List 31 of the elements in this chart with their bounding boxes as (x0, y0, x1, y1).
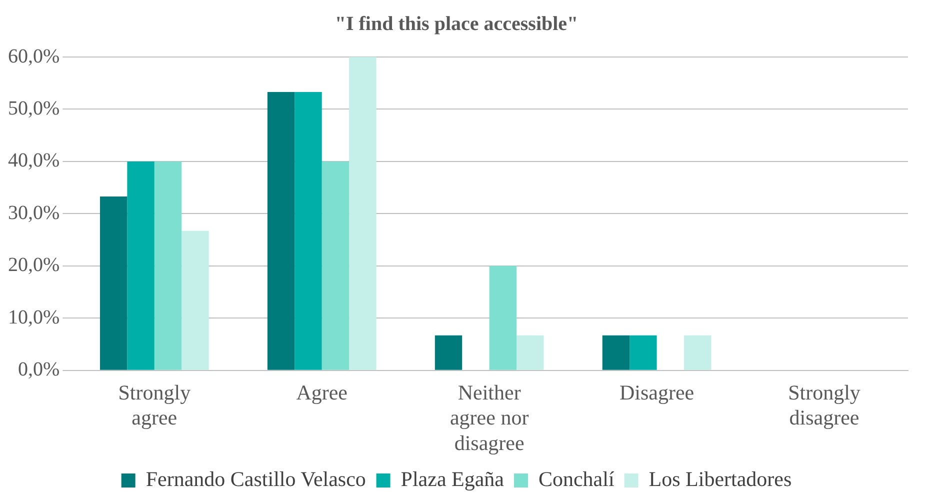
y-tick-label: 50,0% (8, 97, 60, 120)
y-tick-label: 30,0% (8, 202, 60, 224)
bar (349, 57, 376, 370)
legend-label: Fernando Castillo Velasco (146, 467, 366, 492)
x-tick-label: Disagree (619, 380, 694, 405)
chart-title: "I find this place accessible" (334, 13, 578, 36)
bar (434, 335, 462, 370)
bar (516, 335, 544, 370)
y-tick-label: 10,0% (8, 306, 60, 328)
x-tick-label: Agree (296, 380, 348, 405)
legend-label: Los Libertadores (648, 467, 792, 492)
bar (294, 92, 322, 370)
legend-label: Conchalí (538, 467, 614, 492)
y-tick-label: 20,0% (8, 254, 60, 276)
bar (182, 230, 209, 370)
x-tick-label: Neither agree nor disagree (450, 380, 529, 455)
bar (684, 335, 712, 370)
y-tick-label: 40,0% (8, 150, 60, 172)
bar (154, 161, 182, 370)
bar (489, 266, 517, 370)
bar (602, 335, 630, 370)
x-tick-label: Strongly disagree (788, 380, 861, 430)
bar (322, 161, 350, 370)
x-tick-label: Strongly agree (118, 380, 192, 430)
bar (630, 335, 657, 370)
y-tick-label: 0,0% (18, 358, 60, 381)
bar (267, 92, 295, 370)
y-tick-label: 60,0% (8, 45, 60, 68)
bar (100, 196, 128, 370)
legend-label: Plaza Egaña (400, 467, 505, 492)
bar (127, 161, 154, 370)
